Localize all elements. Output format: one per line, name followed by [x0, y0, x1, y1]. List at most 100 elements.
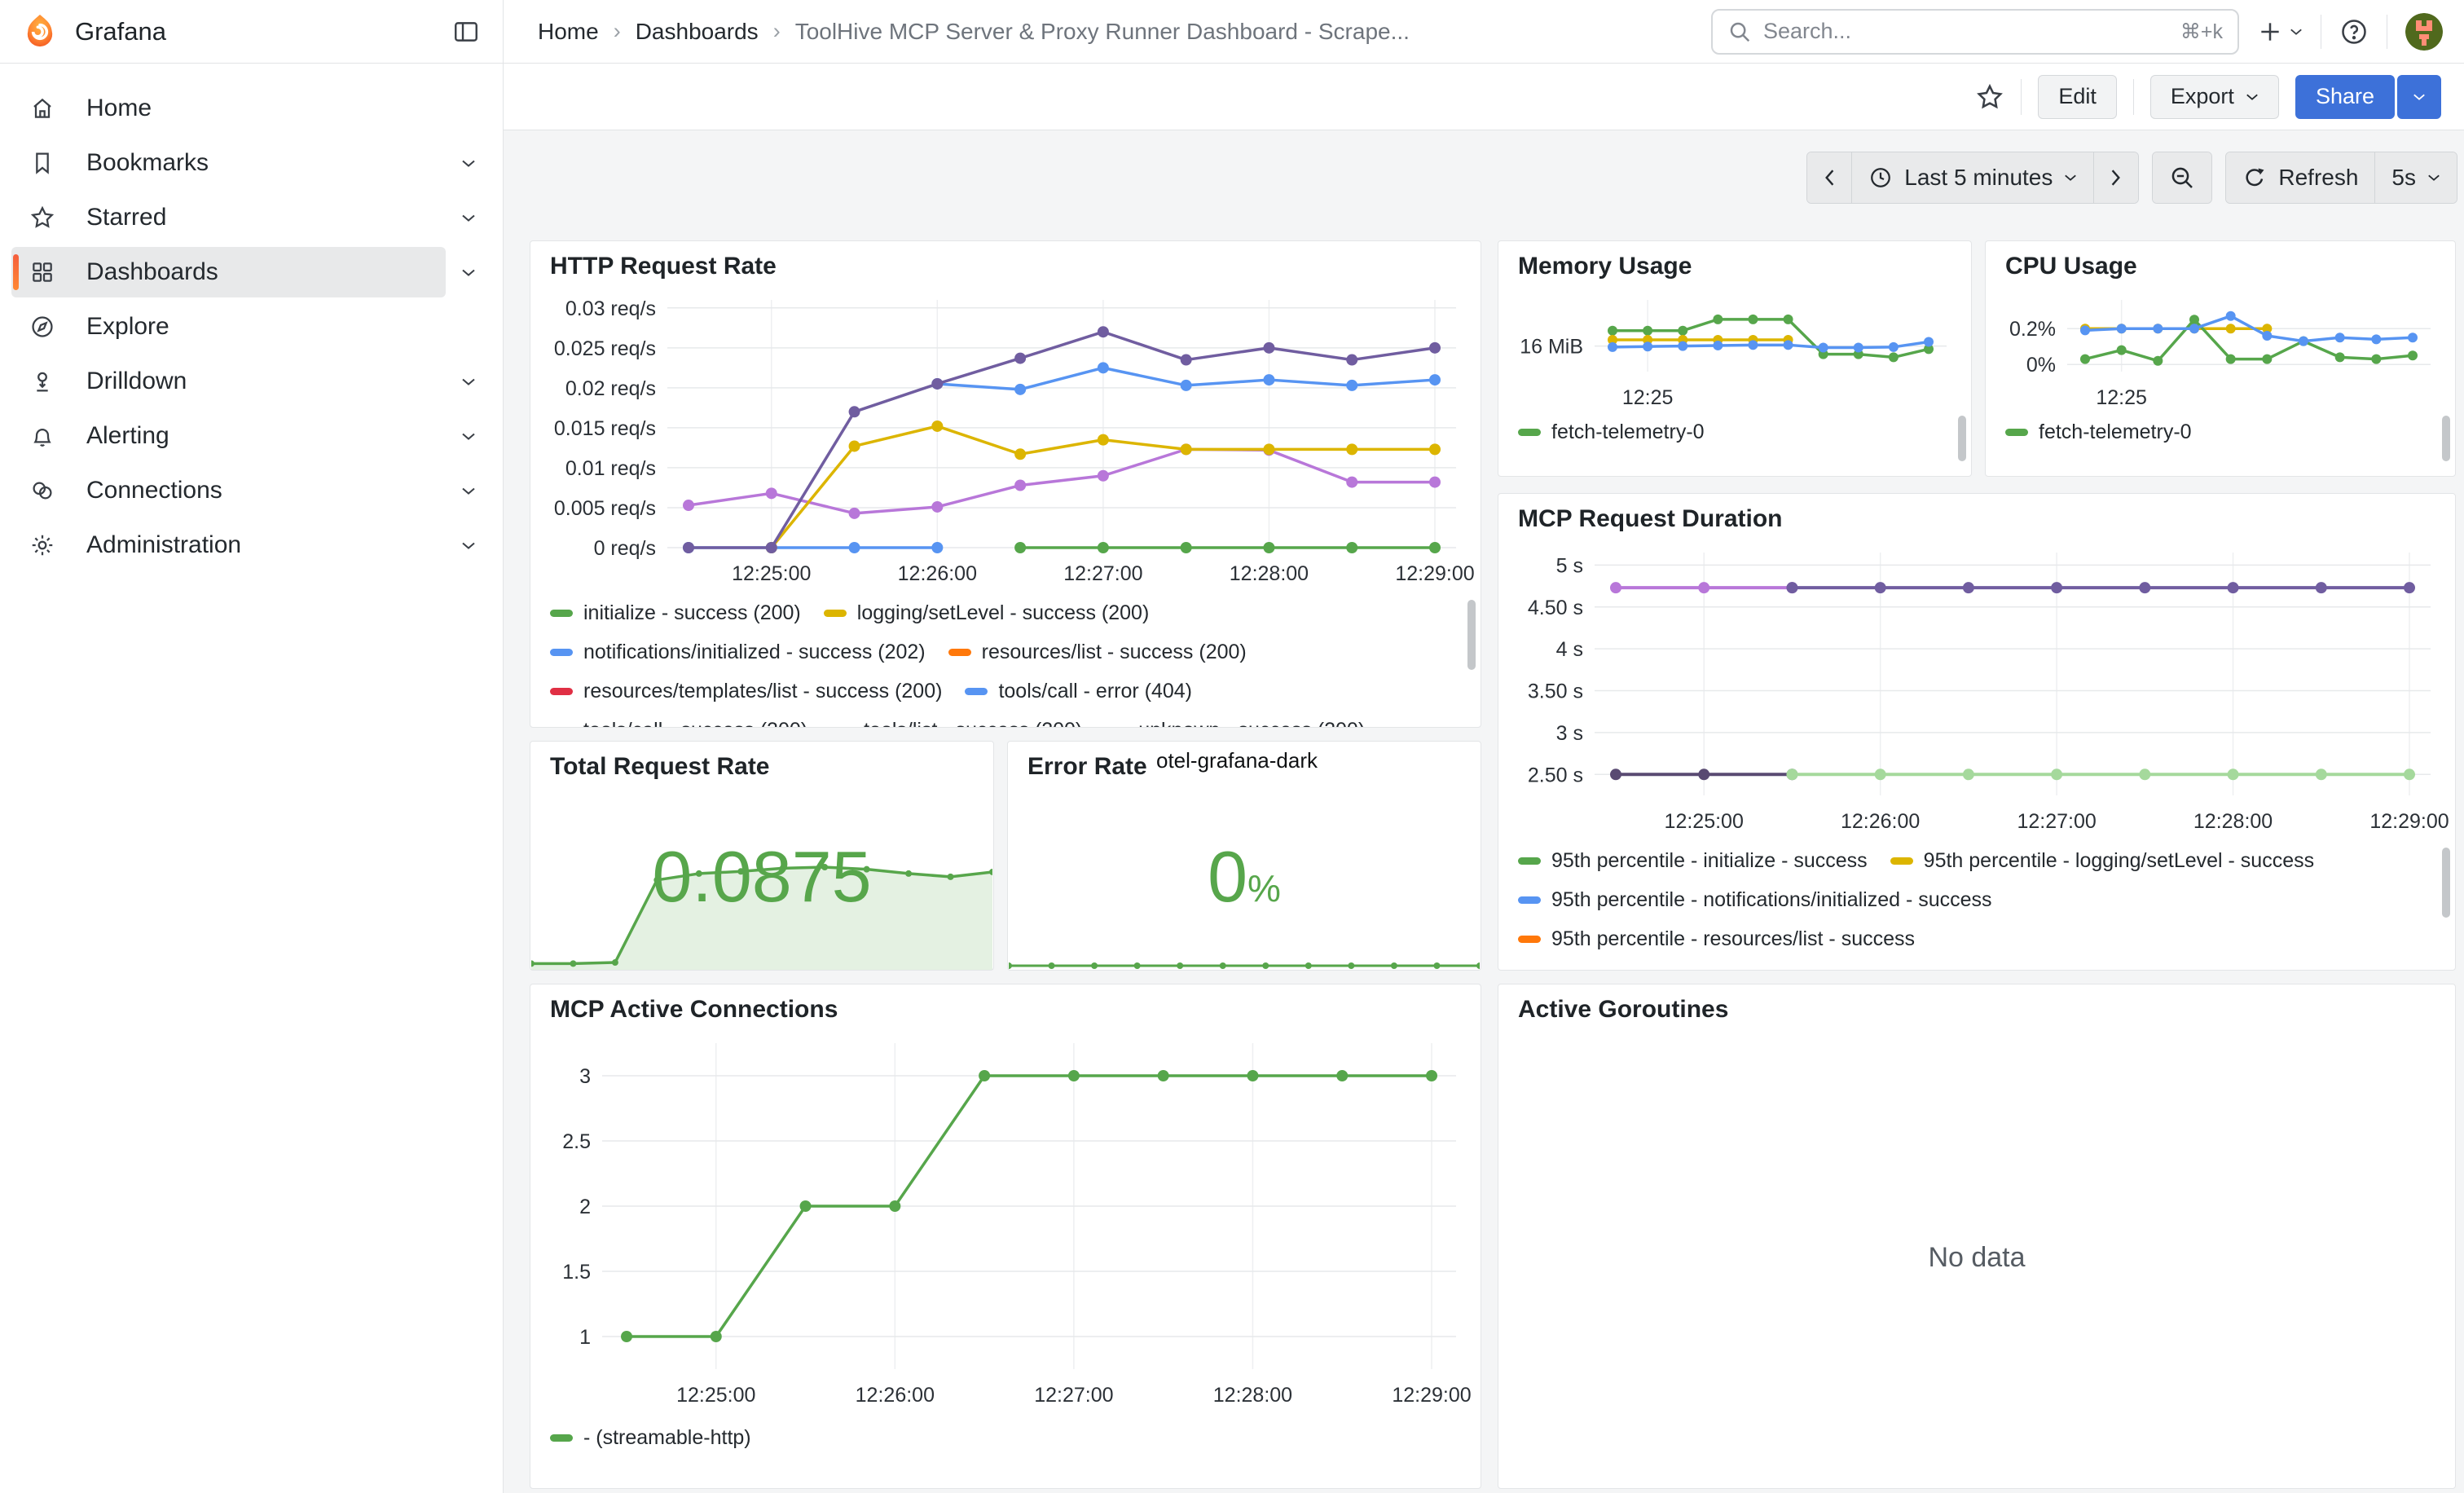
- chevron-down-icon: [2428, 174, 2440, 181]
- legend-item[interactable]: unknown - success (200): [1105, 719, 1365, 728]
- chevron-down-icon[interactable]: [446, 487, 491, 495]
- panel-active-goroutines[interactable]: Active Goroutines No data: [1498, 984, 2456, 1489]
- sidebar-item-label: Starred: [86, 204, 167, 231]
- sidebar-link-bookmarks[interactable]: Bookmarks: [11, 138, 446, 188]
- legend-item[interactable]: 95th percentile - resources/templates/li…: [1518, 967, 2009, 971]
- legend-item[interactable]: initialize - success (200): [550, 601, 801, 625]
- add-menu-button[interactable]: [2257, 19, 2303, 45]
- legend-item[interactable]: 95th percentile - notifications/initiali…: [1518, 888, 1992, 912]
- legend-item[interactable]: - (streamable-http): [550, 1426, 751, 1450]
- breadcrumb-item[interactable]: Dashboards: [635, 18, 759, 44]
- share-button[interactable]: Share: [2295, 74, 2395, 119]
- sidebar-link-home[interactable]: Home: [11, 83, 491, 134]
- active-accent-bar: [13, 254, 19, 290]
- legend-swatch: [550, 609, 573, 617]
- legend-label: tools/list - success (200): [864, 719, 1082, 728]
- sidebar-item-dashboards: Dashboards: [11, 247, 491, 297]
- svg-text:0.02 req/s: 0.02 req/s: [565, 377, 656, 400]
- panel-title: Active Goroutines: [1518, 996, 1729, 1023]
- chevron-down-icon[interactable]: [446, 541, 491, 550]
- sidebar-link-connections[interactable]: Connections: [11, 465, 446, 516]
- legend-scrollbar[interactable]: [1467, 600, 1476, 670]
- sidebar-item-bookmarks: Bookmarks: [11, 138, 491, 188]
- nav-sidebar: Home Bookmarks Starred Dashboards Explore Dri…: [0, 64, 504, 1493]
- panel-total-request-rate[interactable]: Total Request Rate 0.0875: [530, 741, 994, 971]
- search-box[interactable]: ⌘+k: [1711, 8, 2239, 55]
- chevron-down-icon: [2246, 94, 2258, 100]
- legend-row: 95th percentile - notifications/initiali…: [1518, 880, 2435, 919]
- sidebar-link-drilldown[interactable]: Drilldown: [11, 356, 446, 407]
- panel-title: CPU Usage: [2005, 253, 2137, 280]
- svg-text:3.50 s: 3.50 s: [1528, 680, 1583, 703]
- panel-memory-usage[interactable]: Memory Usage 12:25 16 MiB fetch-telemetry…: [1498, 240, 1972, 477]
- zoom-out-icon: [2172, 167, 2193, 188]
- time-shift-back-button[interactable]: [1807, 152, 1852, 203]
- panel-mcp-request-duration[interactable]: MCP Request Duration 12:25:00 12:26:00 12:…: [1498, 493, 2456, 971]
- refresh-button[interactable]: Refresh: [2226, 152, 2375, 203]
- help-button[interactable]: [2339, 17, 2369, 46]
- svg-text:12:25: 12:25: [1622, 386, 1674, 409]
- chevron-down-icon[interactable]: [446, 268, 491, 277]
- sidebar-link-starred[interactable]: Starred: [11, 192, 446, 243]
- legend-scrollbar[interactable]: [1958, 416, 1966, 461]
- user-avatar[interactable]: [2405, 12, 2443, 51]
- time-shift-forward-button[interactable]: [2093, 152, 2139, 203]
- sidebar-link-explore[interactable]: Explore: [11, 302, 491, 352]
- search-input[interactable]: [1763, 19, 2169, 44]
- legend-item[interactable]: 95th percentile - resources/list - succe…: [1518, 927, 1915, 951]
- chevron-down-icon[interactable]: [446, 159, 491, 168]
- svg-text:0 req/s: 0 req/s: [594, 537, 656, 560]
- legend-scrollbar[interactable]: [2442, 848, 2450, 918]
- legend-item[interactable]: resources/list - success (200): [948, 641, 1247, 664]
- memory-usage-chart: 12:25 16 MiB: [1498, 284, 1971, 412]
- chevron-down-icon[interactable]: [446, 377, 491, 386]
- mcp-active-connections-chart: 12:25:00 12:26:00 12:27:00 12:28:00 12:29:00…: [530, 1027, 1481, 1418]
- stat-value: 0%: [1208, 836, 1281, 917]
- panel-cpu-usage[interactable]: CPU Usage 12:25 0.2% 0% fetch-telemetry-0: [1985, 240, 2456, 477]
- breadcrumb-item[interactable]: Home: [538, 18, 599, 44]
- legend-item[interactable]: tools/call - success (200): [550, 719, 807, 727]
- legend-swatch: [550, 726, 573, 727]
- sidebar-link-dashboards[interactable]: Dashboards: [11, 247, 446, 297]
- chevron-left-icon: [1825, 170, 1834, 186]
- legend-item[interactable]: tools/list - success (200): [830, 719, 1082, 728]
- refresh-interval-picker[interactable]: 5s: [2374, 152, 2457, 203]
- svg-text:0%: 0%: [2026, 354, 2056, 377]
- share-menu-button[interactable]: [2397, 74, 2441, 119]
- legend-item[interactable]: fetch-telemetry-0: [2005, 421, 2192, 444]
- chevron-down-icon[interactable]: [446, 432, 491, 441]
- legend-swatch: [948, 648, 971, 656]
- chevron-down-icon[interactable]: [446, 214, 491, 222]
- sidebar-link-alerting[interactable]: Alerting: [11, 411, 446, 461]
- legend-item[interactable]: resources/templates/list - success (200): [550, 680, 942, 703]
- actions-divider: [2021, 78, 2022, 115]
- legend-item[interactable]: logging/setLevel - success (200): [823, 601, 1149, 625]
- panel-title: Total Request Rate: [550, 753, 770, 780]
- dashboard-canvas: Last 5 minutes Re: [504, 130, 2464, 1493]
- legend-item[interactable]: 95th percentile - logging/setLevel - suc…: [1890, 849, 2314, 873]
- legend-item[interactable]: fetch-telemetry-0: [1518, 421, 1705, 444]
- export-button[interactable]: Export: [2149, 74, 2279, 119]
- time-range-picker[interactable]: Last 5 minutes: [1851, 152, 2094, 203]
- dock-sidebar-icon[interactable]: [452, 18, 480, 46]
- panel-http-request-rate[interactable]: HTTP Request Rate 12:25:00 12:26:00 12:27:…: [530, 240, 1481, 728]
- legend-label: unknown - success (200): [1138, 719, 1365, 728]
- svg-text:12:27:00: 12:27:00: [1034, 1384, 1113, 1407]
- panel-error-rate[interactable]: otel-grafana-dark Error Rate 0%: [1007, 741, 1481, 971]
- legend-item[interactable]: tools/call - error (404): [965, 680, 1192, 703]
- edit-button[interactable]: Edit: [2038, 74, 2117, 119]
- total-request-rate-sparkline: [531, 846, 992, 970]
- legend-scrollbar[interactable]: [2442, 416, 2450, 461]
- svg-text:12:29:00: 12:29:00: [2369, 810, 2449, 833]
- legend-item[interactable]: notifications/initialized - success (202…: [550, 641, 926, 664]
- zoom-out-button[interactable]: [2153, 152, 2212, 203]
- duration-chart-svg: 12:25:00 12:26:00 12:27:00 12:28:00 12:29:00…: [1528, 553, 2449, 833]
- favorite-star-button[interactable]: [1975, 82, 2004, 112]
- dashboard-actions-bar: Edit Export Share: [504, 64, 2464, 130]
- breadcrumb-item[interactable]: ToolHive MCP Server & Proxy Runner Dashb…: [794, 18, 1410, 44]
- grafana-logo[interactable]: [23, 14, 57, 50]
- legend-item[interactable]: 95th percentile - initialize - success: [1518, 849, 1868, 873]
- svg-text:12:26:00: 12:26:00: [898, 562, 977, 585]
- panel-mcp-active-connections[interactable]: MCP Active Connections 12:25:00 12:26:00 1…: [530, 984, 1481, 1489]
- sidebar-link-administration[interactable]: Administration: [11, 520, 446, 570]
